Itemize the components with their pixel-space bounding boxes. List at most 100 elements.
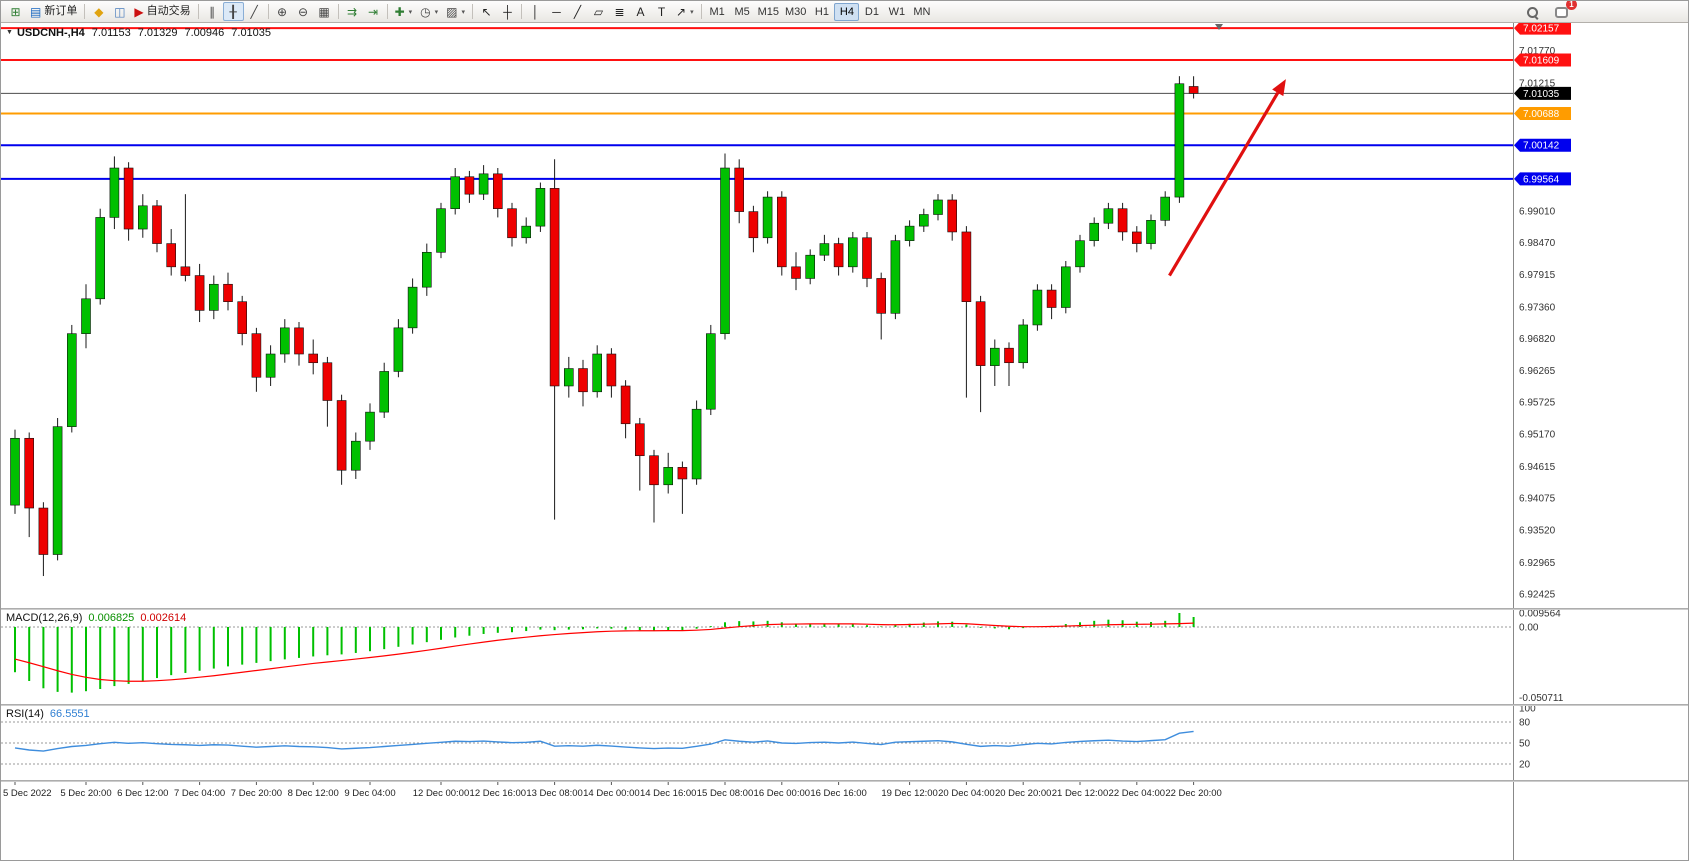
candle-chart-button[interactable]: ╂ [222,2,244,21]
bar-chart-icon: ∥ [209,4,216,19]
time-axis[interactable]: 5 Dec 2022 5 Dec 20:00 6 Dec 12:00 7 Dec 04… [1,782,1513,802]
profiles-button[interactable]: ◆ [88,2,109,21]
crosshair-button[interactable]: ┼ [497,2,518,21]
arrows-caret-icon: ▾ [690,8,694,16]
line-chart-button[interactable]: ╱ [244,2,265,21]
main-chart-plot[interactable] [1,23,1513,608]
price-axis-label: 6.98470 [1519,238,1556,249]
toolbar-separator [337,4,339,19]
time-axis-label: 15 Dec 08:00 [697,788,754,799]
zoom-out-button[interactable]: ⊖ [293,2,314,21]
toolbar-separator [521,4,523,19]
vertical-line-icon: │ [531,4,540,19]
new-chart-button[interactable]: ⊞ [5,2,26,21]
equidistant-channel-button[interactable]: ▱ [588,2,609,21]
chart-shift-button[interactable]: ⇥ [363,2,384,21]
terminal-button[interactable]: ◫ [109,2,130,21]
timeframe-d1-button[interactable]: D1 [864,5,879,18]
price-level-badge: 6.99564 [1514,172,1571,186]
notification-badge: 1 [1566,1,1577,10]
price-axis-label: 6.97360 [1519,302,1556,313]
low-value: 7.00946 [184,27,225,39]
auto-scroll-button[interactable]: ⇉ [342,2,363,21]
zoom-in-icon: ⊕ [277,4,288,19]
cursor-button[interactable]: ↖ [476,2,497,21]
bar-chart-button[interactable]: ∥ [202,2,223,21]
macd-axis-label: 0.009564 [1519,609,1561,620]
pane-separator[interactable] [1,780,1688,782]
pane-separator[interactable] [1,608,1688,610]
indicators-button[interactable]: ✚ ▾ [391,2,417,21]
templates-button[interactable]: ▨ ▾ [442,2,469,21]
toolbar-separator [700,4,702,19]
rsi-pane[interactable] [1,706,1513,780]
rsi-axis-label: 20 [1519,760,1531,771]
search-button[interactable] [1522,3,1543,22]
toolbar-separator [472,4,474,19]
text-label-icon: T [657,4,666,19]
periods-button[interactable]: ◷ ▾ [416,2,442,21]
equidistant-channel-icon: ▱ [593,4,604,19]
fibonacci-button[interactable]: ≣ [609,2,630,21]
tile-windows-icon: ▦ [318,4,330,19]
macd-pane[interactable] [1,610,1513,704]
timeframe-m15-button[interactable]: M15 [757,5,779,18]
timeframe-mn-button[interactable]: MN [913,5,931,18]
time-axis-label: 16 Dec 16:00 [810,788,867,799]
auto-trading-icon: ▶ [134,4,144,19]
new-order-button[interactable]: ▤ 新订单 [26,2,81,21]
time-axis-label: 20 Dec 20:00 [995,788,1052,799]
new-order-icon: ▤ [30,4,42,19]
toolbar: ⊞ ▤ 新订单 ◆ ◫ ▶ 自动交易 ∥ ╂ ╱ ⊕ ⊖ ▦ ⇉ ⇥ ✚ ▾ ◷ ▾ ▨ ▾ ↖ ┼ │ ─ ╱ ▱ ≣ A T ↗ ▾ M1 M… [1,1,1688,23]
symbol-period-label: USDCNH-,H4 [16,27,85,39]
search-icon [1526,6,1539,19]
terminal-icon: ◫ [114,4,126,19]
price-axis-label: 6.94075 [1519,493,1556,504]
time-axis-label: 22 Dec 20:00 [1165,788,1222,799]
arrows-button[interactable]: ↗ ▾ [672,2,698,21]
timeframe-h4-button[interactable]: H4 [834,2,860,21]
auto-trading-button[interactable]: ▶ 自动交易 [130,2,194,21]
timeframe-m1-button[interactable]: M1 [709,5,725,18]
rsi-axis-label: 80 [1519,718,1531,729]
zoom-in-button[interactable]: ⊕ [272,2,293,21]
notifications-button[interactable]: 1 [1551,1,1577,22]
horizontal-line-button[interactable]: ─ [546,2,567,21]
vertical-line-button[interactable]: │ [525,2,546,21]
auto-trading-label: 自动交易 [146,5,191,17]
timeframe-h1-button[interactable]: H1 [814,5,829,18]
timeframe-m30-button[interactable]: M30 [785,5,807,18]
price-level-badge: 7.02157 [1514,23,1571,35]
toolbar-separator [84,4,86,19]
chart-shift-icon: ⇥ [368,4,379,19]
time-axis-label: 7 Dec 04:00 [174,788,225,799]
candle-chart-icon: ╂ [229,4,237,19]
new-order-label: 新订单 [44,5,78,17]
macd-signal-line [14,622,1194,682]
text-label-button[interactable]: T [651,2,672,21]
toolbar-separator [267,4,269,19]
pane-separator[interactable] [1,704,1688,706]
chart-window: 5 Dec 2022 5 Dec 20:00 6 Dec 12:00 7 Dec 04… [1,23,1689,861]
svg-text:7.01035: 7.01035 [1523,89,1560,100]
high-value: 7.01329 [137,27,178,39]
price-axis-label: 6.96820 [1519,334,1556,345]
trendline-button[interactable]: ╱ [567,2,588,21]
svg-text:7.02157: 7.02157 [1523,24,1560,35]
crosshair-icon: ┼ [503,4,512,19]
chart-shift-marker[interactable] [1215,24,1223,30]
text-button[interactable]: A [630,2,651,21]
trend-arrow-annotation[interactable] [1168,79,1286,277]
line-chart-icon: ╱ [250,4,258,19]
timeframe-w1-button[interactable]: W1 [888,5,906,18]
price-axis-label: 6.94615 [1519,462,1556,473]
tile-windows-button[interactable]: ▦ [314,2,335,21]
text-icon: A [636,4,645,19]
chart-title: ▼ USDCNH-,H4 7.01153 7.01329 7.00946 7.01035 [6,26,271,40]
macd-name: MACD(12,26,9) [6,612,83,624]
timeframe-m5-button[interactable]: M5 [734,5,750,18]
indicators-caret-icon: ▾ [408,8,413,16]
time-axis-label: 14 Dec 16:00 [640,788,697,799]
price-axis[interactable]: 7.01770 7.01215 6.99010 6.98470 6.97915 6.973… [1513,23,1689,861]
